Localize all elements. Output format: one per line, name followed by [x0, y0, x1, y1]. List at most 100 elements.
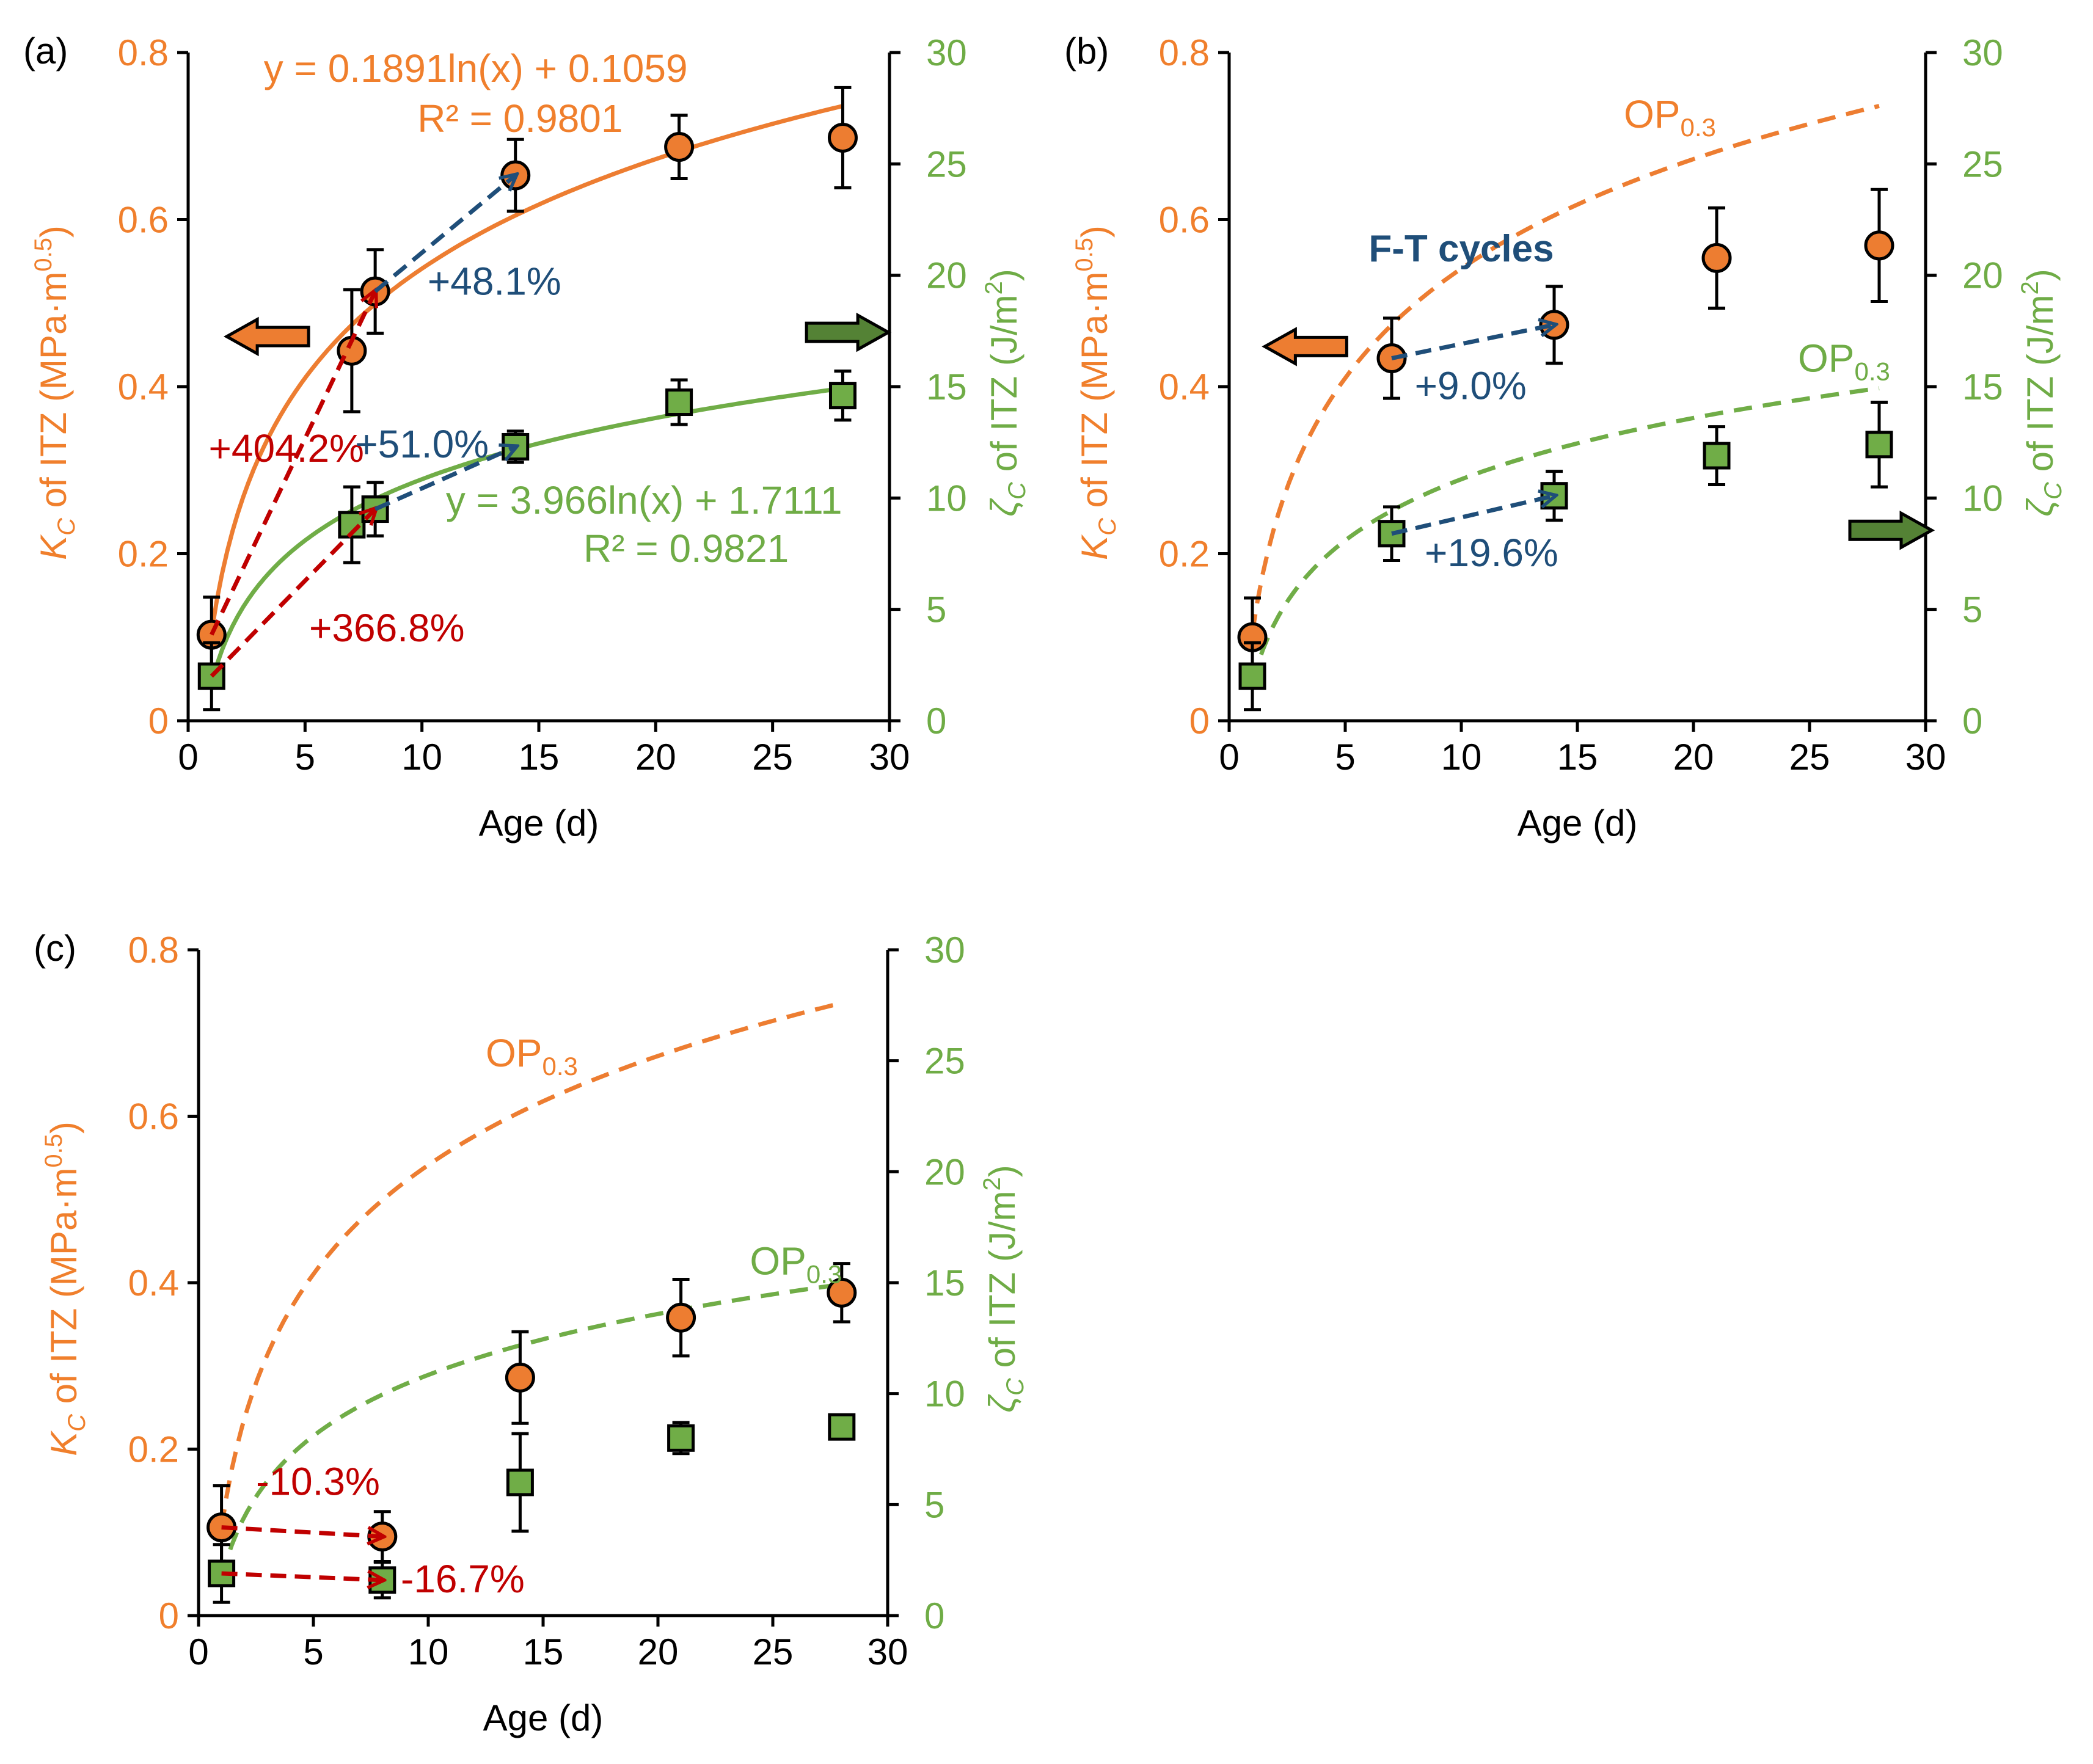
left-y-tick-label: 0.8	[1159, 32, 1210, 73]
left-y-tick-label: 0.8	[118, 32, 169, 73]
left-y-tick-label: 0.6	[1159, 200, 1210, 241]
data-point-circle	[1864, 230, 1894, 261]
x-axis-label: Age (d)	[1518, 803, 1638, 844]
data-point-circle	[1701, 242, 1732, 273]
curve-label-main: OP	[1798, 336, 1854, 380]
x-tick-label: 30	[1905, 737, 1946, 778]
data-point-square	[667, 1424, 695, 1452]
right-y-label-main: ζ	[982, 1394, 1023, 1413]
fit-curve-orange	[219, 1000, 842, 1528]
right-y-label-sub: C	[1002, 1377, 1029, 1396]
left-y-tick-label: 0	[159, 1595, 179, 1636]
x-tick-label: 25	[1789, 737, 1830, 778]
right-y-tick-label: 10	[924, 1374, 965, 1415]
change-arrow-blue	[373, 175, 516, 293]
curve-label-op: OP0.3	[1624, 92, 1716, 142]
curve-label-op: OP0.3	[1798, 336, 1890, 385]
left-y-label-sup: 0.5	[30, 238, 57, 272]
right-axis-pointer-arrow-icon	[805, 312, 892, 352]
axes: 0 5 10 15 20 25 30 0 0.2 0.4 0.6 0.8 0 5 10 15 20 25 30	[118, 32, 967, 778]
x-tick-label: 0	[1219, 737, 1239, 778]
curve-label-main: OP	[750, 1239, 806, 1283]
left-y-tick-label: 0.4	[128, 1263, 179, 1303]
ft-cycles-label: F-T cycles	[1368, 228, 1554, 270]
axes: 0 5 10 15 20 25 30 0 0.2 0.4 0.6 0.8 0 5 10 15 20 25 30	[1159, 32, 2003, 778]
left-y-label-main: K	[43, 1430, 84, 1456]
right-y-tick-label: 0	[1962, 701, 1982, 742]
curve-label-sub: 0.3	[1680, 113, 1715, 142]
right-y-tick-label: 30	[924, 930, 965, 971]
left-y-label-sub: C	[64, 1413, 90, 1432]
right-y-label-sub: C	[2040, 481, 2067, 500]
left-y-tick-label: 0.6	[128, 1096, 179, 1137]
right-y-tick-label: 10	[926, 478, 967, 519]
x-tick-label: 30	[869, 737, 910, 778]
x-axis-label: Age (d)	[483, 1697, 604, 1738]
left-y-tick-label: 0.2	[1159, 534, 1210, 575]
x-tick-label: 0	[188, 1631, 208, 1672]
data-point-circle	[827, 1277, 857, 1308]
left-y-label-end: )	[1074, 225, 1115, 238]
change-arrow-red	[210, 291, 375, 636]
left-y-label-rest: of ITZ (MPa·m	[33, 272, 74, 518]
x-tick-label: 25	[753, 1631, 794, 1672]
percent-change-label: +48.1%	[428, 260, 561, 304]
change-arrow-red	[221, 1573, 382, 1580]
fit-curve-orange	[1250, 104, 1880, 633]
axes: 0 5 10 15 20 25 30 0 0.2 0.4 0.6 0.8 0 5 10 15 20 25 30	[128, 930, 965, 1672]
left-y-label-main: K	[1074, 534, 1115, 560]
right-y-label-rest: of ITZ (J/m	[984, 294, 1025, 482]
left-y-label-sup: 0.5	[40, 1134, 67, 1168]
data-point-square	[665, 388, 693, 417]
left-y-label-end: )	[33, 225, 74, 238]
data-point-circle	[666, 1302, 696, 1333]
right-y-label-main: ζ	[2020, 498, 2061, 517]
change-arrow-blue	[1391, 496, 1554, 536]
right-y-tick-label: 20	[926, 255, 967, 296]
change-arrow-red	[221, 1525, 382, 1537]
panel-c: 0 5 10 15 20 25 30 0 0.2 0.4 0.6 0.8 0 5 10 15 20 25 30 Age…	[34, 928, 1029, 1738]
right-y-tick-label: 15	[926, 366, 967, 407]
fit-equation-label: R² = 0.9801	[417, 97, 623, 140]
right-y-tick-label: 15	[1962, 366, 2003, 407]
x-tick-label: 10	[1441, 737, 1482, 778]
x-axis-label: Age (d)	[479, 803, 599, 844]
data-point-square	[1865, 431, 1893, 459]
right-y-label-end: )	[2020, 269, 2061, 281]
right-y-axis-label: ζC of ITZ (J/m2)	[979, 1165, 1029, 1413]
left-y-tick-label: 0.6	[118, 200, 169, 241]
x-tick-label: 15	[523, 1631, 564, 1672]
right-y-tick-label: 0	[924, 1595, 944, 1636]
percent-change-label: +51.0%	[355, 422, 489, 466]
right-y-axis-label: ζC of ITZ (J/m2)	[2017, 269, 2067, 517]
percent-change-label: +404.2%	[209, 426, 364, 470]
curve-label-sub: 0.3	[806, 1259, 842, 1288]
x-tick-label: 5	[1335, 737, 1355, 778]
left-y-label-rest: of ITZ (MPa·m	[1074, 272, 1115, 518]
left-y-label-sup: 0.5	[1071, 238, 1098, 272]
data-point-square	[1238, 662, 1266, 690]
right-y-tick-label: 20	[1962, 255, 2003, 296]
data-point-square	[1703, 442, 1731, 470]
right-y-tick-label: 0	[926, 701, 946, 742]
right-y-tick-label: 5	[926, 589, 946, 630]
change-arrow-red	[210, 509, 375, 678]
x-tick-label: 10	[401, 737, 442, 778]
data-point-circle	[827, 122, 858, 153]
panel-b: 0 5 10 15 20 25 30 0 0.2 0.4 0.6 0.8 0 5 10 15 20 25 30 Age…	[1064, 31, 2067, 844]
right-y-tick-label: 5	[924, 1484, 944, 1525]
data-point-square	[828, 1413, 856, 1441]
right-y-tick-label: 10	[1962, 478, 2003, 519]
x-tick-label: 15	[519, 737, 560, 778]
fit-curve-orange	[209, 104, 844, 633]
right-y-tick-label: 25	[926, 144, 967, 184]
x-tick-label: 15	[1557, 737, 1598, 778]
curve-label-op: OP0.3	[750, 1239, 842, 1288]
x-tick-label: 20	[638, 1631, 679, 1672]
left-y-tick-label: 0	[1189, 701, 1210, 742]
curve-label-main: OP	[486, 1031, 542, 1075]
curve-label-main: OP	[1624, 92, 1680, 136]
x-tick-label: 5	[295, 737, 315, 778]
left-y-tick-label: 0	[148, 701, 169, 742]
